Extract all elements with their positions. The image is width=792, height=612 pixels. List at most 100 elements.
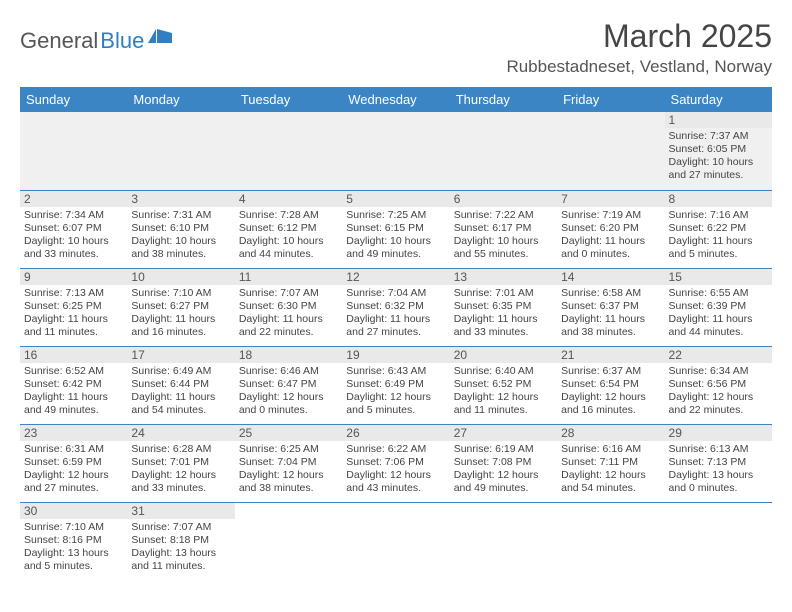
- day-number: 6: [450, 191, 557, 207]
- day-number: 5: [342, 191, 449, 207]
- sunset-text: Sunset: 6:42 PM: [24, 378, 123, 391]
- sunrise-text: Sunrise: 7:22 AM: [454, 209, 553, 222]
- day-details: Sunrise: 6:34 AMSunset: 6:56 PMDaylight:…: [665, 363, 772, 422]
- sunrise-text: Sunrise: 7:07 AM: [131, 521, 230, 534]
- daylight-text: Daylight: 12 hours and 11 minutes.: [454, 391, 553, 417]
- day-header: Friday: [557, 87, 664, 112]
- day-number: 15: [665, 269, 772, 285]
- calendar-cell: [450, 502, 557, 580]
- calendar-cell: 7Sunrise: 7:19 AMSunset: 6:20 PMDaylight…: [557, 190, 664, 268]
- calendar-cell: 14Sunrise: 6:58 AMSunset: 6:37 PMDayligh…: [557, 268, 664, 346]
- calendar-cell: 19Sunrise: 6:43 AMSunset: 6:49 PMDayligh…: [342, 346, 449, 424]
- sunset-text: Sunset: 6:49 PM: [346, 378, 445, 391]
- sunrise-text: Sunrise: 6:46 AM: [239, 365, 338, 378]
- day-number: 2: [20, 191, 127, 207]
- daylight-text: Daylight: 11 hours and 54 minutes.: [131, 391, 230, 417]
- day-number: 21: [557, 347, 664, 363]
- calendar-header-row: Sunday Monday Tuesday Wednesday Thursday…: [20, 87, 772, 112]
- day-number: 12: [342, 269, 449, 285]
- sunset-text: Sunset: 6:56 PM: [669, 378, 768, 391]
- sunset-text: Sunset: 7:13 PM: [669, 456, 768, 469]
- day-header: Saturday: [665, 87, 772, 112]
- calendar-cell: 6 Sunrise: 7:22 AMSunset: 6:17 PMDaylight…: [450, 190, 557, 268]
- daylight-text: Daylight: 11 hours and 38 minutes.: [561, 313, 660, 339]
- daylight-text: Daylight: 12 hours and 54 minutes.: [561, 469, 660, 495]
- daylight-text: Daylight: 11 hours and 16 minutes.: [131, 313, 230, 339]
- sunset-text: Sunset: 6:17 PM: [454, 222, 553, 235]
- calendar-cell: 16Sunrise: 6:52 AMSunset: 6:42 PMDayligh…: [20, 346, 127, 424]
- day-details: Sunrise: 6:25 AMSunset: 7:04 PMDaylight:…: [235, 441, 342, 500]
- calendar-cell: 15Sunrise: 6:55 AMSunset: 6:39 PMDayligh…: [665, 268, 772, 346]
- calendar-cell: [235, 502, 342, 580]
- sunset-text: Sunset: 6:44 PM: [131, 378, 230, 391]
- calendar-cell: 20Sunrise: 6:40 AMSunset: 6:52 PMDayligh…: [450, 346, 557, 424]
- daylight-text: Daylight: 11 hours and 49 minutes.: [24, 391, 123, 417]
- header: General Blue March 2025 Rubbestadneset, …: [20, 18, 772, 77]
- calendar-row: 2Sunrise: 7:34 AMSunset: 6:07 PMDaylight…: [20, 190, 772, 268]
- sunrise-text: Sunrise: 7:28 AM: [239, 209, 338, 222]
- sunrise-text: Sunrise: 7:01 AM: [454, 287, 553, 300]
- sunrise-text: Sunrise: 7:10 AM: [131, 287, 230, 300]
- daylight-text: Daylight: 10 hours and 55 minutes.: [454, 235, 553, 261]
- day-number: 22: [665, 347, 772, 363]
- day-number: 19: [342, 347, 449, 363]
- daylight-text: Daylight: 10 hours and 33 minutes.: [24, 235, 123, 261]
- sunset-text: Sunset: 8:16 PM: [24, 534, 123, 547]
- calendar-cell: 25Sunrise: 6:25 AMSunset: 7:04 PMDayligh…: [235, 424, 342, 502]
- day-number: 8: [665, 191, 772, 207]
- calendar-cell: 10Sunrise: 7:10 AMSunset: 6:27 PMDayligh…: [127, 268, 234, 346]
- daylight-text: Daylight: 12 hours and 33 minutes.: [131, 469, 230, 495]
- day-details: Sunrise: 6:16 AMSunset: 7:11 PMDaylight:…: [557, 441, 664, 500]
- sunrise-text: Sunrise: 7:16 AM: [669, 209, 768, 222]
- sunrise-text: Sunrise: 6:13 AM: [669, 443, 768, 456]
- day-details: Sunrise: 6:55 AMSunset: 6:39 PMDaylight:…: [665, 285, 772, 344]
- day-details: Sunrise: 7:10 AMSunset: 8:16 PMDaylight:…: [20, 519, 127, 578]
- sunset-text: Sunset: 7:01 PM: [131, 456, 230, 469]
- day-details: Sunrise: 6:49 AMSunset: 6:44 PMDaylight:…: [127, 363, 234, 422]
- day-number: 23: [20, 425, 127, 441]
- day-header: Tuesday: [235, 87, 342, 112]
- day-header: Monday: [127, 87, 234, 112]
- sunset-text: Sunset: 6:15 PM: [346, 222, 445, 235]
- day-number: 25: [235, 425, 342, 441]
- calendar-cell: [450, 112, 557, 190]
- calendar-cell: 29Sunrise: 6:13 AMSunset: 7:13 PMDayligh…: [665, 424, 772, 502]
- title-block: March 2025 Rubbestadneset, Vestland, Nor…: [506, 18, 772, 77]
- day-number: 18: [235, 347, 342, 363]
- calendar-cell: 28Sunrise: 6:16 AMSunset: 7:11 PMDayligh…: [557, 424, 664, 502]
- sunset-text: Sunset: 6:32 PM: [346, 300, 445, 313]
- daylight-text: Daylight: 10 hours and 44 minutes.: [239, 235, 338, 261]
- day-details: Sunrise: 7:37 AMSunset: 6:05 PMDaylight:…: [665, 128, 772, 187]
- day-number: 24: [127, 425, 234, 441]
- sunset-text: Sunset: 6:12 PM: [239, 222, 338, 235]
- sunrise-text: Sunrise: 6:40 AM: [454, 365, 553, 378]
- sunrise-text: Sunrise: 7:04 AM: [346, 287, 445, 300]
- calendar-cell: 13Sunrise: 7:01 AMSunset: 6:35 PMDayligh…: [450, 268, 557, 346]
- calendar-cell: [557, 502, 664, 580]
- day-number: 20: [450, 347, 557, 363]
- day-number: 29: [665, 425, 772, 441]
- daylight-text: Daylight: 12 hours and 27 minutes.: [24, 469, 123, 495]
- sunrise-text: Sunrise: 6:49 AM: [131, 365, 230, 378]
- sunrise-text: Sunrise: 7:37 AM: [669, 130, 768, 143]
- calendar-row: 30Sunrise: 7:10 AMSunset: 8:16 PMDayligh…: [20, 502, 772, 580]
- day-number: 30: [20, 503, 127, 519]
- day-number: 4: [235, 191, 342, 207]
- daylight-text: Daylight: 10 hours and 27 minutes.: [669, 156, 768, 182]
- calendar-cell: 2Sunrise: 7:34 AMSunset: 6:07 PMDaylight…: [20, 190, 127, 268]
- calendar-cell: 27Sunrise: 6:19 AMSunset: 7:08 PMDayligh…: [450, 424, 557, 502]
- day-details: Sunrise: 7:19 AMSunset: 6:20 PMDaylight:…: [557, 207, 664, 266]
- calendar-cell: 11Sunrise: 7:07 AMSunset: 6:30 PMDayligh…: [235, 268, 342, 346]
- sunset-text: Sunset: 7:08 PM: [454, 456, 553, 469]
- day-number: 3: [127, 191, 234, 207]
- calendar-row: 23Sunrise: 6:31 AMSunset: 6:59 PMDayligh…: [20, 424, 772, 502]
- sunset-text: Sunset: 6:27 PM: [131, 300, 230, 313]
- daylight-text: Daylight: 12 hours and 22 minutes.: [669, 391, 768, 417]
- sunset-text: Sunset: 6:30 PM: [239, 300, 338, 313]
- flag-icon: [148, 29, 172, 47]
- sunrise-text: Sunrise: 7:34 AM: [24, 209, 123, 222]
- day-number: 26: [342, 425, 449, 441]
- sunrise-text: Sunrise: 6:58 AM: [561, 287, 660, 300]
- day-number: 11: [235, 269, 342, 285]
- sunrise-text: Sunrise: 6:52 AM: [24, 365, 123, 378]
